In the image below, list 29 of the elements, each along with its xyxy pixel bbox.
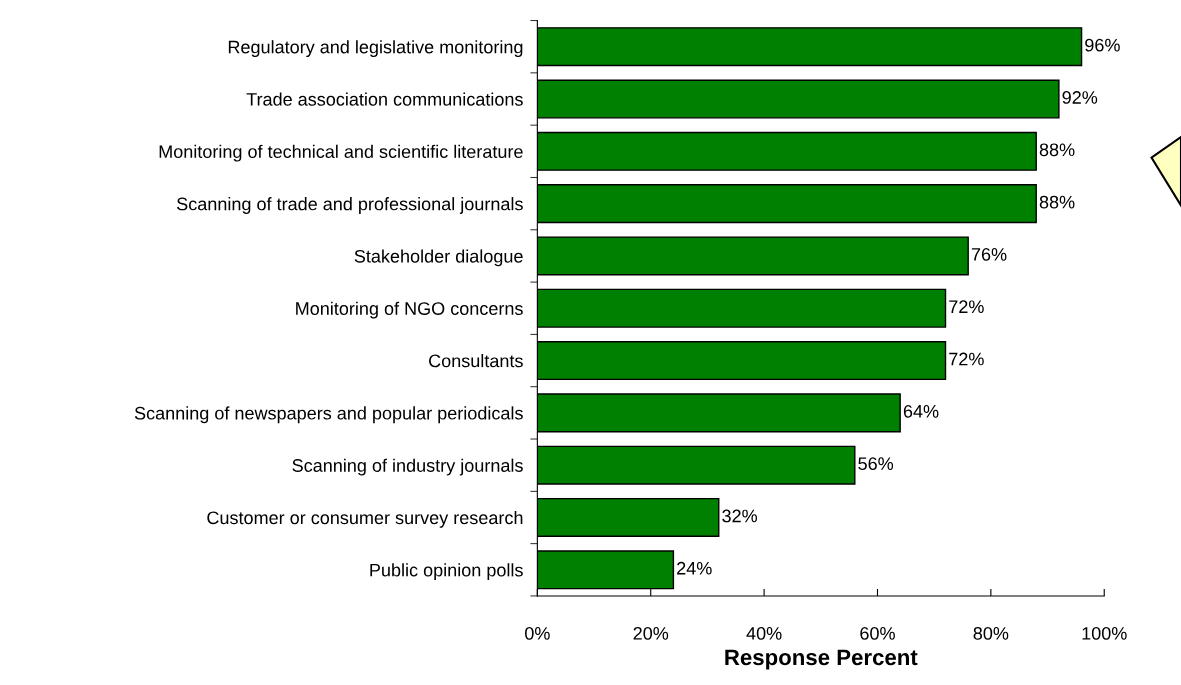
x-tick-label: 100% — [1082, 626, 1127, 640]
x-tick-label: 60% — [860, 626, 895, 640]
y-tick-label: Monitoring of technical and scientific literature — [159, 144, 523, 162]
x-axis-title: Response Percent — [725, 649, 918, 670]
y-tick-label: Scanning of trade and professional journals — [177, 197, 523, 214]
data-label: 56% — [858, 457, 894, 471]
data-label: 72% — [949, 352, 984, 366]
data-label: 92% — [1062, 91, 1098, 104]
data-label: 96% — [1085, 38, 1120, 52]
data-label: 24% — [677, 561, 712, 575]
data-label: 88% — [1039, 143, 1075, 157]
y-tick-label: Stakeholder dialogue — [354, 249, 523, 267]
y-tick-label: Regulatory and legislative monitoring — [228, 40, 523, 57]
x-tick-label: 40% — [746, 626, 782, 640]
y-tick-label: Public opinion polls — [370, 563, 523, 581]
x-tick-label: 20% — [633, 626, 669, 640]
data-label: 88% — [1039, 195, 1075, 209]
y-tick-label: Consultants — [429, 354, 523, 368]
x-tick-label: 80% — [973, 626, 1009, 640]
y-tick-label: Customer or consumer survey research — [207, 510, 523, 528]
data-label: 32% — [722, 509, 758, 523]
data-label: 64% — [903, 404, 939, 418]
y-tick-label: Monitoring of NGO concerns — [296, 301, 523, 319]
y-tick-label: Scanning of newspapers and popular periodicals — [134, 406, 523, 424]
y-tick-label: Scanning of industry journals — [292, 458, 523, 476]
data-label: 76% — [971, 248, 1007, 261]
x-tick-label: 0% — [525, 626, 550, 640]
data-label: 72% — [949, 300, 984, 314]
y-tick-label: Trade association communications — [246, 92, 523, 106]
